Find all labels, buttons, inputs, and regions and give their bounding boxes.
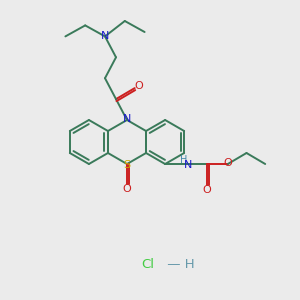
Text: Cl: Cl — [142, 259, 154, 272]
Text: O: O — [202, 185, 211, 195]
Text: N: N — [123, 113, 131, 124]
Text: S: S — [123, 160, 130, 170]
Text: N: N — [184, 160, 192, 170]
Text: O: O — [123, 184, 131, 194]
Text: O: O — [224, 158, 232, 168]
Text: H: H — [180, 155, 188, 165]
Text: O: O — [134, 81, 143, 91]
Text: N: N — [101, 32, 109, 41]
Text: — H: — H — [163, 259, 195, 272]
